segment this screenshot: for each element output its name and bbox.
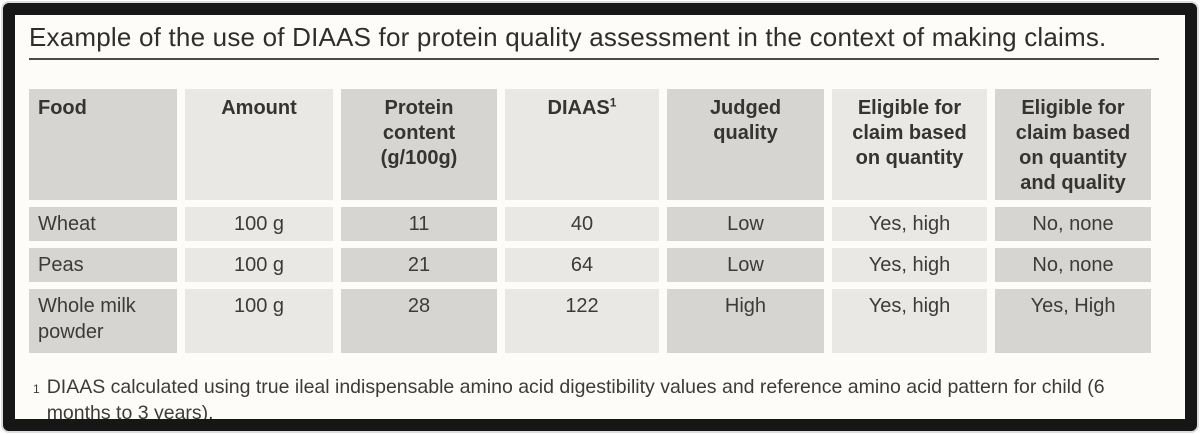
cell-food: Peas (29, 248, 177, 282)
cell-judged-quality: Low (667, 207, 824, 241)
cell-eligible-quantity: Yes, high (832, 207, 987, 241)
table-header: Food Amount Protein content (g/100g) DIA… (29, 89, 1151, 200)
cell-amount: 100 g (185, 289, 333, 353)
footnote-text: DIAAS calculated using true ileal indisp… (46, 376, 1105, 424)
table-body: Wheat 100 g 11 40 Low Yes, high No, none… (29, 207, 1151, 353)
col-header-eligible-quantity: Eligible for claim based on quantity (832, 89, 987, 200)
cell-eligible-quantity: Yes, high (832, 248, 987, 282)
panel-title: Example of the use of DIAAS for protein … (29, 22, 1107, 52)
table-row-peas: Peas 100 g 21 64 Low Yes, high No, none (29, 248, 1151, 282)
cell-eligible-quantity: Yes, high (832, 289, 987, 353)
col-header-eligible-quantity-quality: Eligible for claim based on quantity and… (995, 89, 1151, 200)
cell-eligible-quantity-quality: No, none (995, 248, 1151, 282)
framed-panel: Example of the use of DIAAS for protein … (3, 3, 1197, 431)
col-header-eligible-quantity-label: Eligible for claim based on quantity (852, 97, 967, 169)
cell-food: Wheat (29, 207, 177, 241)
col-header-protein-content-label: Protein content (g/100g) (380, 97, 458, 169)
cell-protein-content: 28 (341, 289, 497, 353)
cell-diaas: 122 (505, 289, 659, 353)
col-header-amount: Amount (185, 89, 333, 200)
table-row-whole-milk-powder: Whole milk powder 100 g 28 122 High Yes,… (29, 289, 1151, 353)
cell-diaas: 64 (505, 248, 659, 282)
footnote: 1 DIAAS calculated using true ileal indi… (31, 374, 1153, 424)
header-row: Food Amount Protein content (g/100g) DIA… (29, 89, 1151, 200)
footnote-marker: 1 (33, 382, 40, 396)
cell-protein-content: 11 (341, 207, 497, 241)
cell-judged-quality: Low (667, 248, 824, 282)
cell-food: Whole milk powder (29, 289, 177, 353)
title-underline (29, 58, 1159, 60)
col-header-judged-quality-label: Judged quality (709, 97, 782, 144)
col-header-eligible-quantity-quality-label: Eligible for claim based on quantity and… (1015, 97, 1131, 194)
diaas-footnote-marker: 1 (609, 95, 617, 110)
table-row-wheat: Wheat 100 g 11 40 Low Yes, high No, none (29, 207, 1151, 241)
cell-judged-quality: High (667, 289, 824, 353)
cell-amount: 100 g (185, 248, 333, 282)
diaas-table: Food Amount Protein content (g/100g) DIA… (21, 82, 1159, 360)
col-header-diaas: DIAAS1 (505, 89, 659, 200)
col-header-judged-quality: Judged quality (667, 89, 824, 200)
col-header-protein-content: Protein content (g/100g) (341, 89, 497, 200)
col-header-amount-label: Amount (221, 97, 297, 119)
cell-amount: 100 g (185, 207, 333, 241)
cell-eligible-quantity-quality: No, none (995, 207, 1151, 241)
cell-eligible-quantity-quality: Yes, High (995, 289, 1151, 353)
cell-diaas: 40 (505, 207, 659, 241)
cell-protein-content: 21 (341, 248, 497, 282)
col-header-food: Food (29, 89, 177, 200)
col-header-food-label: Food (38, 97, 87, 119)
col-header-diaas-label: DIAAS (547, 97, 610, 119)
